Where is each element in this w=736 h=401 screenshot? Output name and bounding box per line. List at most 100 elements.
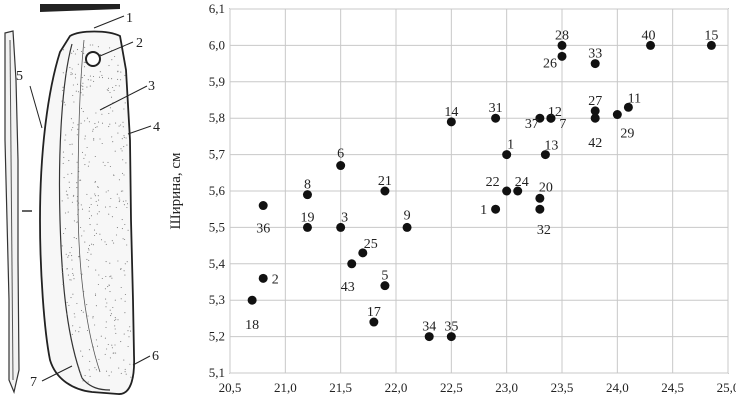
stipple-dot bbox=[62, 151, 64, 153]
data-point bbox=[347, 259, 357, 269]
stipple-dot bbox=[115, 85, 117, 87]
stipple-dot bbox=[81, 273, 83, 275]
stipple-dot bbox=[124, 371, 126, 373]
stipple-dot bbox=[70, 279, 72, 281]
stipple-dot bbox=[120, 79, 122, 81]
data-point bbox=[258, 201, 268, 211]
data-point bbox=[402, 222, 412, 232]
stipple-dot bbox=[77, 91, 80, 93]
stipple-dot bbox=[98, 76, 101, 78]
stipple-dot bbox=[74, 330, 77, 332]
stipple-dot bbox=[113, 352, 115, 354]
stipple-dot bbox=[66, 313, 68, 315]
data-point bbox=[336, 161, 346, 171]
stipple-dot bbox=[99, 138, 101, 140]
data-point bbox=[646, 40, 656, 50]
stipple-dot bbox=[104, 241, 106, 243]
stipple-dot bbox=[97, 46, 99, 48]
stipple-dot bbox=[129, 363, 131, 365]
stipple-dot bbox=[92, 244, 94, 246]
data-point bbox=[706, 40, 716, 50]
stipple-dot bbox=[84, 120, 86, 122]
stipple-dot bbox=[72, 84, 74, 86]
stipple-dot bbox=[88, 369, 90, 371]
stipple-dot bbox=[67, 256, 69, 258]
x-tick-label: 22,0 bbox=[385, 380, 408, 395]
point-label: 20 bbox=[539, 180, 553, 195]
stipple-dot bbox=[104, 337, 106, 339]
stipple-dot bbox=[71, 333, 73, 335]
data-point bbox=[535, 204, 545, 214]
stipple-dot bbox=[71, 73, 73, 75]
stipple-dot bbox=[82, 88, 84, 90]
y-tick-label: 5,3 bbox=[209, 292, 225, 307]
stipple-dot bbox=[73, 220, 75, 222]
stipple-dot bbox=[82, 311, 84, 313]
stipple-dot bbox=[120, 341, 122, 343]
stipple-dot bbox=[74, 53, 76, 55]
stipple-dot bbox=[95, 112, 97, 114]
stipple-dot bbox=[88, 244, 91, 246]
stipple-dot bbox=[118, 125, 120, 127]
stipple-dot bbox=[67, 194, 69, 196]
stipple-dot bbox=[114, 299, 116, 301]
stipple-dot bbox=[82, 82, 84, 84]
stipple-dot bbox=[88, 206, 91, 209]
point-label: 17 bbox=[367, 305, 381, 320]
stipple-dot bbox=[61, 245, 63, 247]
stipple-dot bbox=[121, 228, 123, 230]
y-tick-label: 5,7 bbox=[209, 147, 226, 162]
stipple-dot bbox=[67, 274, 69, 276]
stipple-dot bbox=[90, 253, 92, 255]
stipple-dot bbox=[92, 317, 94, 319]
stipple-dot bbox=[64, 212, 67, 214]
stipple-dot bbox=[73, 313, 75, 315]
stipple-dot bbox=[76, 187, 78, 189]
stipple-dot bbox=[108, 65, 110, 67]
point-label: 29 bbox=[620, 127, 634, 142]
stipple-dot bbox=[114, 344, 116, 346]
stipple-dot bbox=[115, 234, 118, 236]
stipple-dot bbox=[104, 206, 107, 208]
point-label: 2 bbox=[272, 272, 279, 287]
callout-7: 7 bbox=[30, 375, 37, 390]
stipple-dot bbox=[63, 101, 65, 103]
data-point bbox=[535, 193, 545, 203]
y-tick-label: 6,1 bbox=[209, 1, 225, 16]
stipple-dot bbox=[72, 274, 74, 276]
stipple-dot bbox=[109, 206, 111, 208]
stipple-dot bbox=[121, 172, 124, 174]
stipple-dot bbox=[99, 233, 101, 235]
stipple-dot bbox=[92, 315, 94, 318]
stipple-dot bbox=[120, 268, 122, 270]
stipple-dot bbox=[99, 53, 101, 56]
data-point bbox=[502, 186, 512, 196]
stipple-dot bbox=[83, 157, 85, 159]
stipple-dot bbox=[70, 297, 72, 299]
stipple-dot bbox=[114, 319, 116, 321]
stipple-dot bbox=[61, 271, 63, 274]
stipple-dot bbox=[76, 195, 78, 198]
x-tick-label: 24,5 bbox=[661, 380, 684, 395]
y-tick-label: 5,6 bbox=[209, 183, 226, 198]
stipple-dot bbox=[110, 197, 112, 200]
stipple-dot bbox=[83, 230, 85, 232]
callout-6: 6 bbox=[152, 349, 159, 364]
stipple-dot bbox=[109, 276, 111, 278]
point-label: 33 bbox=[588, 47, 602, 62]
point-label: 28 bbox=[555, 28, 569, 43]
y-tick-label: 6,0 bbox=[209, 37, 225, 52]
point-label: 1 bbox=[480, 203, 487, 218]
stipple-dot bbox=[92, 128, 94, 130]
stipple-dot bbox=[125, 162, 127, 164]
y-tick-label: 5,8 bbox=[209, 110, 225, 125]
stipple-dot bbox=[73, 194, 75, 196]
stipple-dot bbox=[93, 229, 96, 231]
stipple-dot bbox=[83, 74, 85, 76]
stipple-dot bbox=[75, 90, 77, 92]
stipple-dot bbox=[68, 181, 70, 183]
stipple-dot bbox=[88, 349, 90, 351]
x-tick-label: 21,0 bbox=[274, 380, 297, 395]
stipple-dot bbox=[94, 294, 97, 296]
stipple-dot bbox=[78, 331, 80, 333]
